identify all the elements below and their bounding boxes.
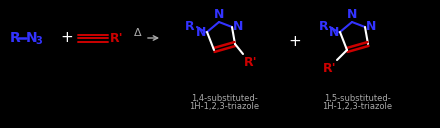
Text: N: N [233,20,243,34]
Text: R: R [10,31,21,45]
Text: R': R' [110,31,124,45]
Text: 3: 3 [35,36,42,46]
Text: N: N [347,8,357,21]
Text: N: N [26,31,38,45]
Text: Δ: Δ [134,28,142,38]
Text: 1,4-substituted-: 1,4-substituted- [191,93,257,103]
Text: +: + [61,30,73,45]
Text: N: N [329,25,339,39]
Text: N: N [366,20,376,34]
Text: R': R' [323,62,336,75]
Text: 1,5-substituted-: 1,5-substituted- [324,93,390,103]
Text: N: N [214,8,224,21]
Text: R': R' [244,56,258,69]
Text: 1H-1,2,3-triazole: 1H-1,2,3-triazole [189,103,259,111]
Text: +: + [289,35,301,50]
Text: R: R [185,19,195,33]
Text: 1H-1,2,3-triazole: 1H-1,2,3-triazole [322,103,392,111]
Text: R: R [319,19,328,33]
Text: N: N [196,25,206,39]
